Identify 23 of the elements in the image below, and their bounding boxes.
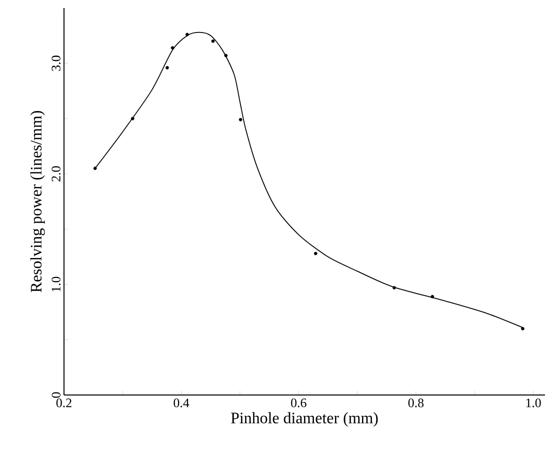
x-tick-label: 0.4 <box>174 398 190 408</box>
y-axis-title: Resolving power (lines/mm) <box>30 110 45 292</box>
y-tick-label: 1.0 <box>52 276 60 292</box>
point <box>93 166 97 170</box>
y-tick-label: 3.0 <box>52 56 60 71</box>
point <box>521 326 524 330</box>
x-axis-title: Pinhole diameter (mm) <box>231 412 378 427</box>
point <box>238 118 242 122</box>
point <box>430 294 434 298</box>
point <box>166 66 169 70</box>
point <box>185 32 189 36</box>
y-tick-label: 2.0 <box>52 166 60 182</box>
point <box>211 39 215 43</box>
x-tick-label: 0.2 <box>56 398 72 408</box>
y-tick-label: 0 <box>52 392 60 398</box>
x-tick-label: 0.6 <box>291 398 306 408</box>
point <box>224 54 228 58</box>
x-tick-label: 1.0 <box>526 398 541 408</box>
point <box>392 286 396 290</box>
point <box>130 116 134 120</box>
point <box>170 46 174 50</box>
x-tick-label: 0.8 <box>408 398 424 408</box>
point <box>314 252 318 256</box>
